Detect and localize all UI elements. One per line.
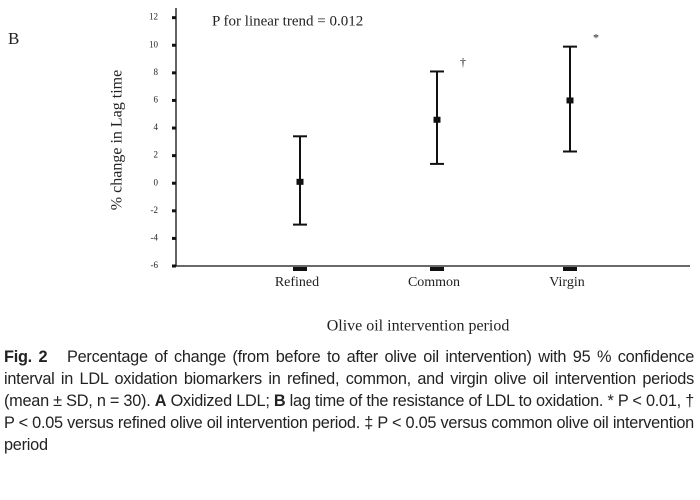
caption-text: Oxidized LDL; <box>166 392 274 410</box>
y-tick-label: 12 <box>149 12 158 22</box>
significance-marker: * <box>593 30 599 44</box>
x-tick-label: Refined <box>275 275 319 290</box>
caption-bold: Fig. 2 <box>4 348 48 366</box>
y-tick-label: -4 <box>151 232 159 242</box>
y-tick-label: 4 <box>154 122 159 132</box>
caption-bold: A <box>154 392 167 410</box>
mean-point <box>433 116 441 123</box>
caption-text: Percentage of change (from before to aft… <box>4 348 699 410</box>
x-axis-label: Olive oil intervention period <box>327 318 510 335</box>
y-tick-label: 10 <box>149 39 159 49</box>
y-tick-label: 2 <box>154 150 159 160</box>
caption-bold: B <box>273 392 286 410</box>
significance-marker: † <box>460 55 466 69</box>
mean-point <box>296 178 304 185</box>
caption-text: lag time of the resistance of LDL to oxi… <box>4 392 699 454</box>
caption: Fig. 2 Percentage of change (from before… <box>4 346 694 456</box>
annotation: P for linear trend = 0.012 <box>212 13 363 29</box>
y-axis-label: % change in Lag time <box>109 70 126 210</box>
chart: B P for linear trend = 0.012 % change in… <box>8 8 690 335</box>
y-tick-label: 0 <box>154 177 159 187</box>
y-tick-label: 8 <box>154 67 159 77</box>
mean-point <box>566 97 574 104</box>
x-tick-label: Virgin <box>549 275 584 290</box>
y-tick-label: -2 <box>151 205 159 215</box>
y-tick-label: 6 <box>154 95 159 105</box>
panel-label: B <box>8 29 19 48</box>
y-tick-label: -6 <box>151 260 159 270</box>
x-tick-label: Common <box>408 275 460 290</box>
